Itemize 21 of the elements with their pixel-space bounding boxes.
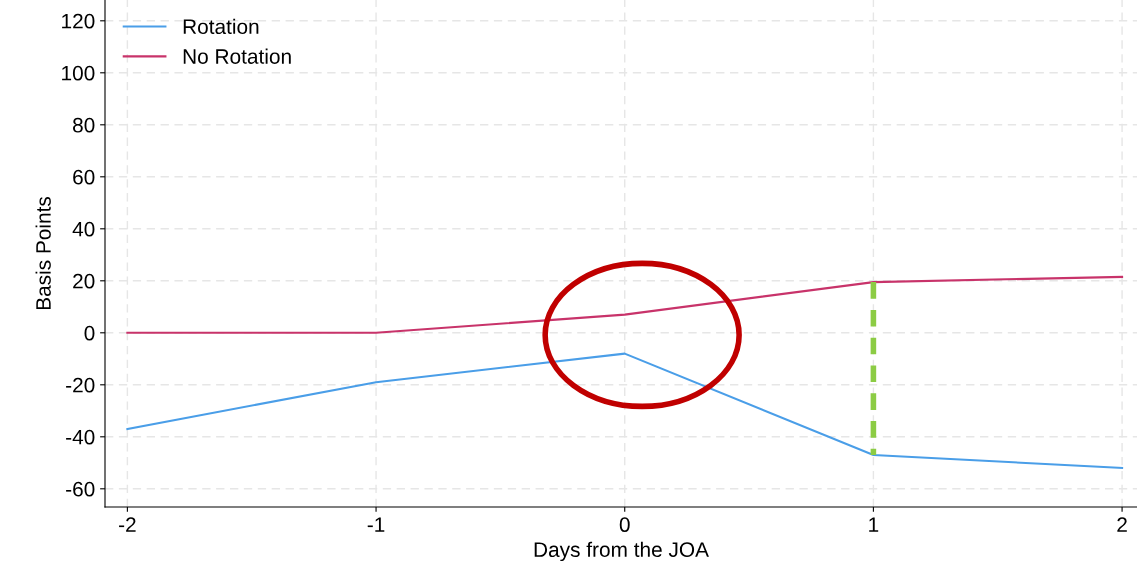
- y-tick-label: 120: [62, 13, 95, 29]
- y-tick-label: 20: [73, 273, 95, 289]
- x-tick-label: 0: [619, 517, 630, 533]
- x-tick-label: -1: [367, 517, 385, 532]
- y-tick-label: 60: [73, 169, 95, 185]
- x-tick-label: -2: [119, 517, 136, 532]
- y-axis-title: Basis Points: [35, 196, 51, 310]
- y-tick-label: 100: [62, 65, 95, 81]
- y-tick-label: 0: [84, 325, 95, 341]
- line-series: [126, 352, 1124, 470]
- y-tick-label: 40: [72, 221, 95, 237]
- legend-label: Rotation: [183, 18, 259, 35]
- line-series: [126, 275, 1124, 334]
- y-tick-label: 80: [73, 117, 95, 133]
- x-tick-label: 2: [1117, 517, 1127, 532]
- x-tick-label: 1: [869, 517, 879, 532]
- legend-label: No Rotation: [183, 48, 291, 64]
- y-tick-label: -40: [66, 429, 95, 445]
- x-axis-title: Days from the JOA: [534, 541, 709, 562]
- y-tick-label: -20: [66, 377, 95, 393]
- y-tick-label: -60: [66, 481, 95, 497]
